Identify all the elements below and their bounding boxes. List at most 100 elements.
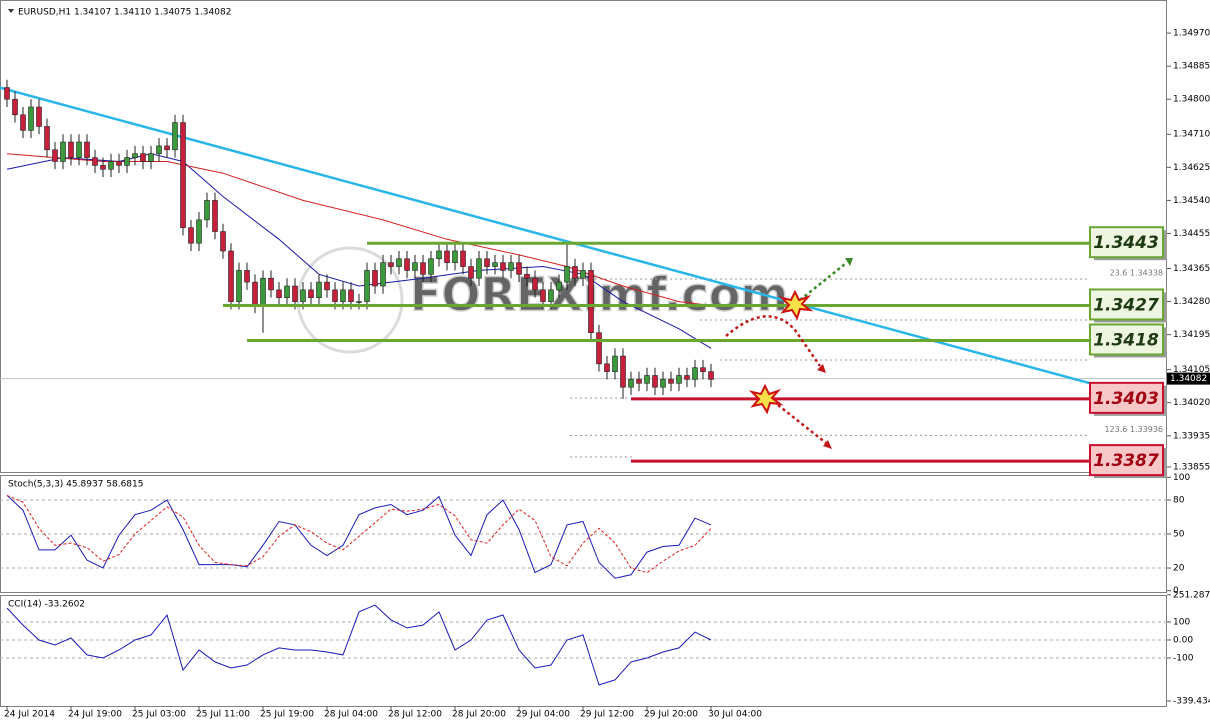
candle-body (644, 375, 650, 384)
x-tick-label: 28 Jul 04:00 (324, 710, 378, 720)
candle-body (676, 375, 682, 384)
extra-levels (570, 319, 1090, 458)
y-tick-label: 20 (1173, 564, 1185, 574)
x-tick-label: 29 Jul 12:00 (580, 710, 634, 720)
y-tick-label: 0.00 (1173, 635, 1193, 645)
candle-body (60, 141, 66, 162)
fib-label: 123.6 1.33936 (1104, 425, 1163, 434)
level-box (1089, 381, 1164, 414)
candle-body (212, 200, 218, 232)
candle-body (612, 355, 618, 372)
candle-body (324, 281, 330, 291)
candle-body (364, 270, 370, 302)
candle-body (12, 98, 18, 116)
candle-body (660, 379, 666, 388)
candle-body (708, 371, 714, 380)
annotations (725, 258, 853, 449)
x-tick-label: 28 Jul 12:00 (388, 710, 442, 720)
candle-body (220, 231, 226, 252)
menu-triangle (8, 9, 14, 13)
candle-body (572, 266, 578, 279)
candle-body (620, 355, 626, 388)
y-tick-label: 100 (1173, 617, 1190, 627)
candle-body (388, 262, 394, 267)
y-tick-label: 1.33855 (1173, 462, 1210, 472)
candle-body (516, 262, 522, 275)
candle-body (236, 270, 242, 302)
candle-body (588, 270, 594, 333)
candle-body (196, 219, 202, 244)
candle-body (700, 367, 706, 372)
level-box (1089, 323, 1164, 356)
y-tick-label: 1.34970 (1173, 29, 1210, 39)
y-tick-label: 1.34280 (1173, 297, 1210, 307)
down-arrow (777, 404, 827, 444)
arrow-head (845, 258, 853, 266)
candle-body (684, 375, 690, 380)
candle-body (468, 266, 474, 279)
candle-body (52, 149, 58, 162)
candle-body (260, 277, 266, 306)
up-arrow (799, 263, 846, 301)
x-tick-label: 25 Jul 19:00 (260, 710, 314, 720)
logo-ring (296, 246, 404, 354)
candle-body (228, 250, 234, 302)
level-box (1089, 226, 1164, 259)
chart-header: EURUSD,H1 1.34107 1.34110 1.34075 1.3408… (18, 8, 231, 18)
candle-body (292, 285, 298, 302)
stoch-title: Stoch(5,3,3) 45.8937 58.6815 (8, 480, 143, 490)
y-tick-label: 1.34365 (1173, 264, 1210, 274)
candle-body (692, 367, 698, 380)
candle-body (4, 87, 10, 100)
y-tick-label: 0 (1173, 586, 1179, 596)
down-arrow (725, 315, 822, 367)
candle-body (340, 289, 346, 302)
indicator-line (6, 494, 712, 574)
y-tick-label: 1.34625 (1173, 163, 1210, 173)
y-tick-label: 1.34540 (1173, 196, 1210, 206)
arrow-head (817, 364, 826, 373)
y-tick-label: 50 (1173, 530, 1185, 540)
candle-body (500, 262, 506, 271)
candle-body (244, 270, 250, 283)
candle-body (444, 250, 450, 263)
level-label: 1.3403 (1093, 389, 1159, 409)
y-tick-label: 1.34800 (1173, 95, 1210, 105)
candle-body (436, 250, 442, 260)
candle-body (172, 122, 178, 151)
cci-panel (0, 595, 1167, 707)
y-tick-label: -339.4348 (1173, 697, 1210, 707)
candle-body (132, 153, 138, 158)
y-tick-label: 1.34020 (1173, 398, 1210, 408)
x-tick-label: 25 Jul 03:00 (132, 710, 186, 720)
y-tick-label: 251.2872 (1173, 590, 1210, 600)
level-box (1089, 288, 1164, 321)
candle-body (156, 145, 162, 155)
candle-body (300, 289, 306, 302)
candle-body (452, 250, 458, 263)
candle-body (36, 106, 42, 127)
y-tick-label: 1.34195 (1173, 330, 1210, 340)
arrow-head (823, 440, 832, 449)
y-tick-label: 1.34710 (1173, 130, 1210, 140)
candle-body (380, 262, 386, 287)
candle-body (124, 157, 130, 166)
candle-body (316, 281, 322, 298)
candle-body (580, 270, 586, 279)
candle-body (148, 153, 154, 162)
candle-body (252, 281, 258, 306)
candle-body (84, 141, 90, 158)
level-box (1089, 444, 1164, 477)
candle-body (628, 379, 634, 388)
explosion-icon (748, 383, 784, 415)
candle-body (108, 161, 114, 170)
cci-title: CCI(14) -33.2602 (8, 600, 85, 610)
candle-body (540, 289, 546, 302)
indicator-line (6, 604, 712, 686)
candle-body (28, 106, 34, 131)
candle-body (420, 262, 426, 275)
level-label: 1.3418 (1093, 330, 1159, 350)
candle-body (396, 258, 402, 267)
candle-body (508, 262, 514, 271)
